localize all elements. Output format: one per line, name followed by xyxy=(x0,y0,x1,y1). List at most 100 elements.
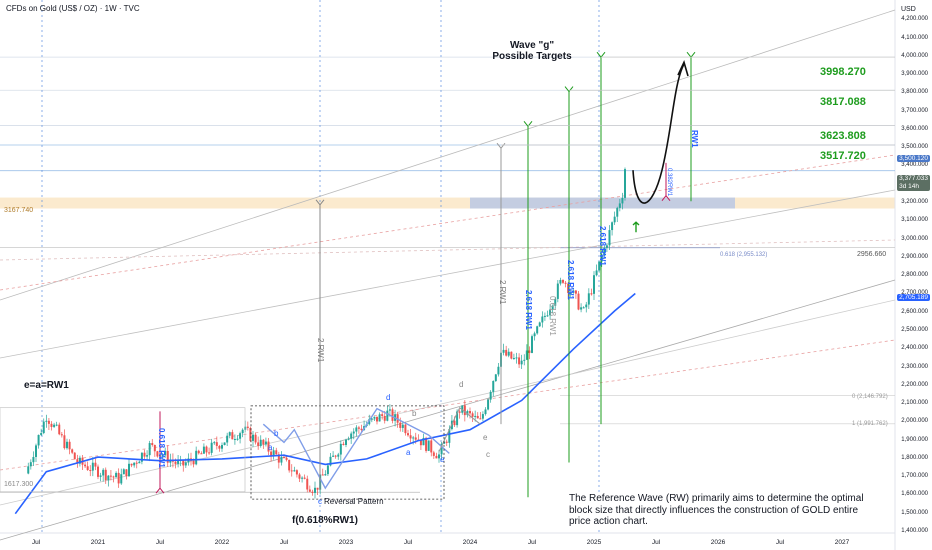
candle xyxy=(239,431,242,444)
candle xyxy=(590,288,593,296)
candle-body xyxy=(200,453,203,455)
candle-body xyxy=(166,450,169,463)
candle-body xyxy=(27,466,30,474)
candle xyxy=(401,422,404,432)
candle-body xyxy=(233,438,236,440)
price-tick-label: 3,200.000 xyxy=(901,199,928,206)
candle-body xyxy=(66,441,68,449)
trend-line xyxy=(0,9,896,301)
candle-body xyxy=(164,450,167,456)
candle-body xyxy=(236,438,239,440)
candle-body xyxy=(525,350,528,360)
arrow-head xyxy=(686,51,696,58)
candle-body xyxy=(598,261,601,271)
candle-body xyxy=(595,270,598,276)
candle xyxy=(277,451,280,469)
candle xyxy=(156,450,159,458)
candle xyxy=(264,437,267,447)
candle-body xyxy=(140,452,143,462)
candle-body xyxy=(205,446,208,453)
candle-body xyxy=(476,415,479,419)
candle-body xyxy=(283,457,285,459)
support-zone xyxy=(0,197,895,209)
candle xyxy=(164,447,167,458)
rw1-a-label: 2 RW1 xyxy=(498,280,507,305)
candle-body xyxy=(376,416,378,422)
candle-body xyxy=(461,405,464,413)
candle-body xyxy=(324,474,327,476)
trend-line xyxy=(0,189,896,359)
candle-body xyxy=(404,424,407,434)
candle xyxy=(50,421,53,431)
ea-rw1-label: e=a=RW1 xyxy=(24,380,69,391)
candle xyxy=(507,348,510,358)
candles xyxy=(27,167,626,499)
wave-zigzag xyxy=(262,407,450,490)
candle xyxy=(130,463,133,468)
candle xyxy=(246,421,249,431)
candle-body xyxy=(45,420,48,422)
candle xyxy=(104,467,107,484)
up-arrow xyxy=(632,221,640,233)
candle xyxy=(179,455,182,467)
candle xyxy=(37,434,40,449)
candle-body xyxy=(618,203,621,208)
candle xyxy=(122,468,125,475)
candle-body xyxy=(257,442,260,446)
candle-body xyxy=(551,305,554,310)
candle-body xyxy=(107,475,110,481)
candle xyxy=(580,303,583,313)
candle-body xyxy=(536,326,539,334)
candle-body xyxy=(572,290,575,293)
wave-b2-label: b xyxy=(412,409,417,418)
candle-body xyxy=(184,462,187,466)
explanation-note: The Reference Wave (RW) primarily aims t… xyxy=(569,493,869,528)
candle-body xyxy=(151,443,154,446)
candle xyxy=(293,466,296,472)
candle xyxy=(391,407,394,424)
candle-body xyxy=(541,316,544,323)
candle-body xyxy=(562,279,564,283)
candle xyxy=(603,245,606,257)
candle xyxy=(427,440,430,452)
candle-body xyxy=(414,437,417,440)
candle xyxy=(53,422,56,429)
candle-body xyxy=(311,491,314,493)
candle-body xyxy=(582,307,585,309)
candle-body xyxy=(345,439,347,445)
candle-body xyxy=(505,349,508,356)
candle-body xyxy=(314,487,316,493)
candle-body xyxy=(197,450,200,454)
candle-body xyxy=(213,442,216,444)
price-tick-label: 3,700.000 xyxy=(901,107,928,114)
candle xyxy=(233,434,236,445)
candle xyxy=(102,468,105,482)
candle-body xyxy=(611,222,614,231)
candle xyxy=(66,438,68,450)
current-price-tag: 3,377.033 3d 14h xyxy=(897,175,930,191)
candle-body xyxy=(128,463,130,477)
candle xyxy=(352,428,355,440)
low-level-label: 1617.300 xyxy=(4,481,34,488)
candle-body xyxy=(600,255,603,262)
candle-body xyxy=(50,423,53,427)
arrow-head xyxy=(496,142,506,150)
rw1-mid-label: 2 RW1 xyxy=(316,338,325,363)
candle xyxy=(298,472,301,483)
candle xyxy=(221,442,223,452)
candle-body xyxy=(533,333,536,337)
candle xyxy=(231,429,234,440)
candle-body xyxy=(412,437,415,439)
candle xyxy=(42,418,45,435)
candle xyxy=(241,428,244,438)
candle xyxy=(613,211,616,225)
candle xyxy=(205,445,208,457)
candle-body xyxy=(383,415,386,421)
fib-1-label: 1 (1,991.762) xyxy=(852,421,888,427)
price-tick-label: 2,100.000 xyxy=(901,400,928,407)
candle xyxy=(430,436,433,457)
candle-body xyxy=(301,477,304,479)
candle-body xyxy=(277,454,280,463)
candle xyxy=(125,469,128,480)
